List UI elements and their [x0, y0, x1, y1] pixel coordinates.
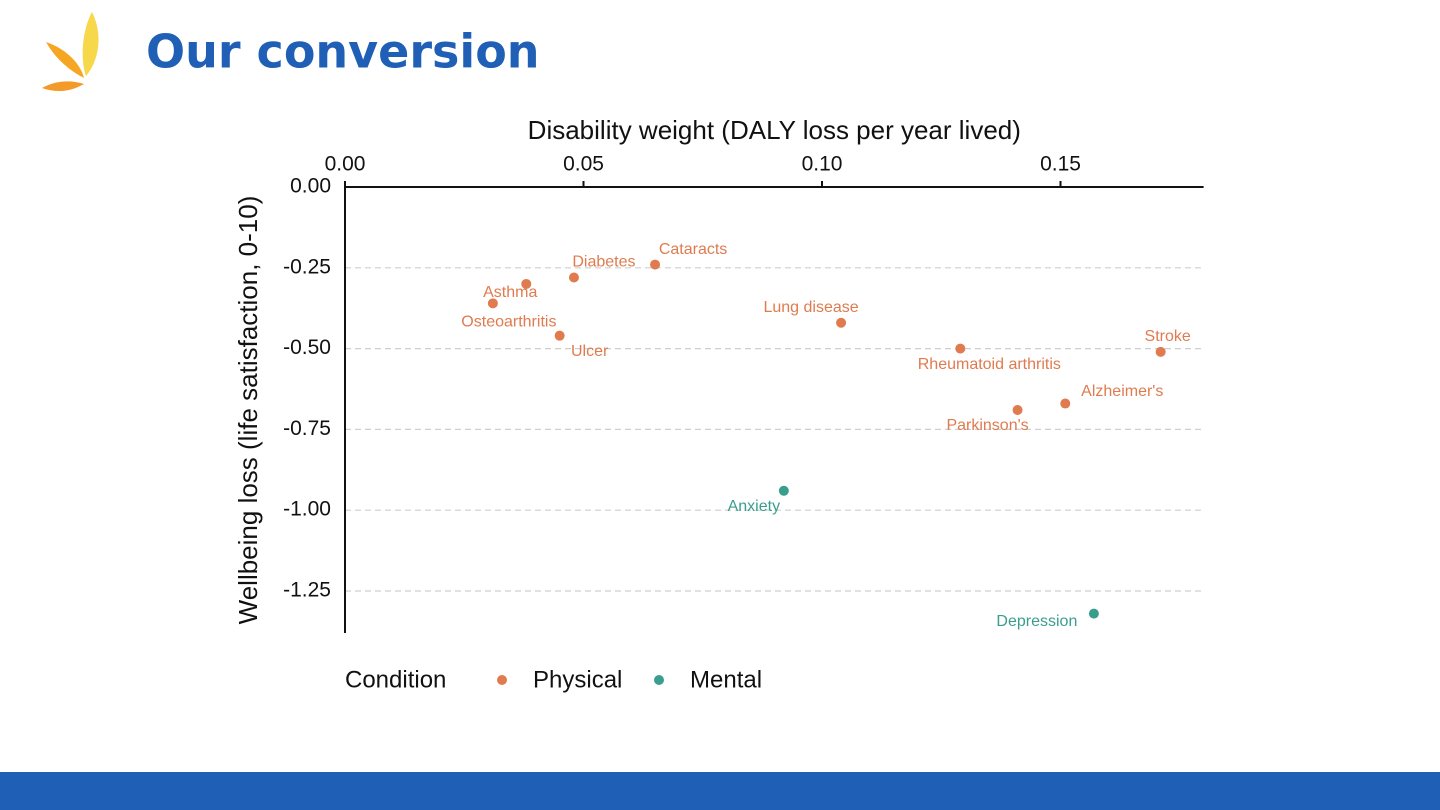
point-label: Lung disease — [763, 299, 858, 316]
point-label: Ulcer — [571, 343, 609, 360]
y-tick-label: -1.00 — [283, 498, 331, 521]
y-tick-label: 0.00 — [290, 175, 331, 198]
x-axis-title: Disability weight (DALY loss per year li… — [528, 115, 1021, 145]
point — [568, 272, 579, 283]
point-label: Diabetes — [572, 254, 635, 271]
x-tick-label: 0.00 — [325, 153, 366, 176]
point-label: Cataracts — [659, 241, 727, 258]
x-tick-label: 0.15 — [1040, 153, 1081, 176]
point-label: Alzheimer's — [1081, 383, 1163, 400]
y-tick-label: -0.75 — [283, 417, 331, 440]
footer-bar — [0, 772, 1440, 810]
point — [650, 259, 661, 270]
point — [1012, 405, 1023, 415]
legend-label: Mental — [690, 666, 762, 693]
point — [487, 298, 498, 309]
point-label: Osteoarthritis — [461, 314, 556, 331]
legend-marker — [654, 675, 664, 685]
point — [778, 485, 789, 496]
point — [554, 330, 565, 341]
legend-marker — [497, 675, 507, 685]
logo — [42, 12, 99, 92]
x-tick-label: 0.05 — [563, 153, 604, 176]
y-tick-label: -0.25 — [283, 255, 331, 278]
legend-label: Physical — [533, 666, 622, 693]
point-label: Parkinson's — [946, 417, 1028, 434]
point — [955, 343, 966, 354]
y-axis-title: Wellbeing loss (life satisfaction, 0-10) — [233, 196, 263, 625]
point-label: Anxiety — [728, 498, 780, 515]
point — [836, 317, 847, 328]
point — [1060, 398, 1071, 409]
legend-title: Condition — [345, 666, 446, 693]
y-tick-label: -0.50 — [283, 336, 331, 359]
point-label: Depression — [996, 613, 1077, 630]
chart: 0.00 -0.25 -0.50 -0.75 -1.00 -1.25 0.00 0.05 0.1… — [233, 115, 1204, 693]
point — [1088, 608, 1099, 619]
x-tick-label: 0.10 — [802, 153, 843, 176]
point-label: Rheumatoid arthritis — [918, 356, 1061, 373]
point — [1155, 346, 1166, 357]
point-label: Stroke — [1145, 328, 1191, 345]
slide-title: Our conversion — [146, 25, 540, 79]
point-label: Asthma — [483, 284, 537, 301]
y-tick-label: -1.25 — [283, 579, 331, 602]
point — [521, 278, 532, 289]
